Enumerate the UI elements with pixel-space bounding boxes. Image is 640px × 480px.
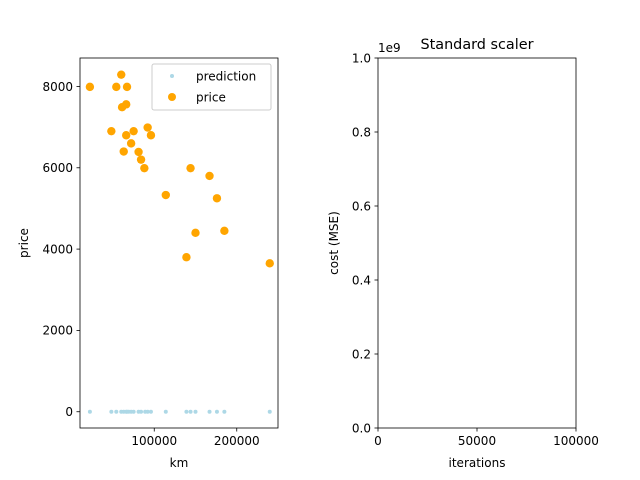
point-price <box>134 147 143 157</box>
point-price <box>122 82 132 92</box>
point-prediction <box>87 409 92 414</box>
y-axis-ticks: 0.0 0.2 0.4 0.6 0.8 1.0 <box>352 51 378 435</box>
legend-label-prediction: prediction <box>196 70 256 84</box>
legend: prediction price <box>151 63 272 111</box>
point-price <box>122 131 131 140</box>
point-prediction <box>188 409 193 414</box>
y-tick-label: 0.8 <box>352 125 371 139</box>
y-tick-label: 8000 <box>42 80 73 94</box>
x-tick-label: 200000 <box>214 434 260 448</box>
y-tick-label: 0 <box>65 405 73 419</box>
point-price <box>107 126 116 136</box>
point-prediction <box>131 409 136 414</box>
point-price <box>220 226 229 236</box>
point-price <box>85 82 95 92</box>
point-prediction <box>145 409 150 414</box>
point-prediction <box>207 409 212 414</box>
x-axis-label: km <box>170 456 189 470</box>
legend-marker-prediction <box>170 74 174 78</box>
point-prediction <box>139 409 144 414</box>
point-price <box>143 123 152 132</box>
y-axis-label: cost (MSE) <box>327 211 341 275</box>
x-axis-ticks: 100000 200000 <box>131 428 260 448</box>
legend-marker-price <box>168 93 176 101</box>
point-price <box>129 126 138 136</box>
legend-box <box>151 63 272 111</box>
point-price <box>161 190 170 200</box>
y-axis-ticks: 0 2000 4000 6000 8000 <box>42 80 80 419</box>
x-tick-label: 100000 <box>553 434 599 448</box>
y-axis-offset-text: 1e9 <box>378 41 401 55</box>
point-price <box>212 194 222 203</box>
legend-label-price: price <box>196 91 226 105</box>
y-tick-label: 2000 <box>42 324 73 338</box>
y-tick-label: 0.6 <box>352 199 371 213</box>
y-axis-label: price <box>17 228 31 258</box>
point-price <box>112 82 121 92</box>
x-tick-label: 0 <box>374 434 382 448</box>
x-tick-label: 50000 <box>458 434 496 448</box>
x-tick-label: 100000 <box>131 434 177 448</box>
point-prediction <box>214 409 219 414</box>
point-prediction <box>184 409 189 414</box>
point-prediction <box>163 409 168 414</box>
point-price <box>126 139 136 148</box>
point-price <box>146 131 156 140</box>
y-tick-label: 6000 <box>42 161 73 175</box>
scatter-marks <box>85 70 274 414</box>
axes-frame <box>79 57 279 429</box>
axes-frame <box>377 57 577 429</box>
plot-area <box>378 58 576 428</box>
cost-plot: 0 50000 100000 0.0 0.2 0.4 0.6 0.8 1.0 Standard… <box>327 37 599 470</box>
point-price <box>122 100 131 109</box>
point-prediction <box>222 409 227 414</box>
point-prediction <box>267 409 272 414</box>
x-axis-ticks: 0 50000 100000 <box>374 428 599 448</box>
y-tick-label: 0.4 <box>352 273 371 287</box>
point-price <box>136 155 146 164</box>
point-price <box>205 171 214 181</box>
point-prediction <box>148 409 153 414</box>
y-tick-label: 1.0 <box>352 51 371 65</box>
chart-title: Standard scaler <box>420 37 533 53</box>
point-price <box>119 147 128 156</box>
point-price <box>182 253 191 262</box>
point-price <box>140 163 149 173</box>
point-price <box>186 163 195 173</box>
point-prediction <box>114 409 119 414</box>
y-tick-label: 0.0 <box>352 421 371 435</box>
point-prediction <box>193 409 198 414</box>
y-tick-label: 0.2 <box>352 347 371 361</box>
y-tick-label: 4000 <box>42 242 73 256</box>
point-price <box>117 70 126 79</box>
point-price <box>265 259 274 268</box>
x-axis-label: iterations <box>449 456 506 470</box>
point-price <box>191 228 200 238</box>
plot-area <box>80 58 278 428</box>
point-prediction <box>109 409 114 414</box>
